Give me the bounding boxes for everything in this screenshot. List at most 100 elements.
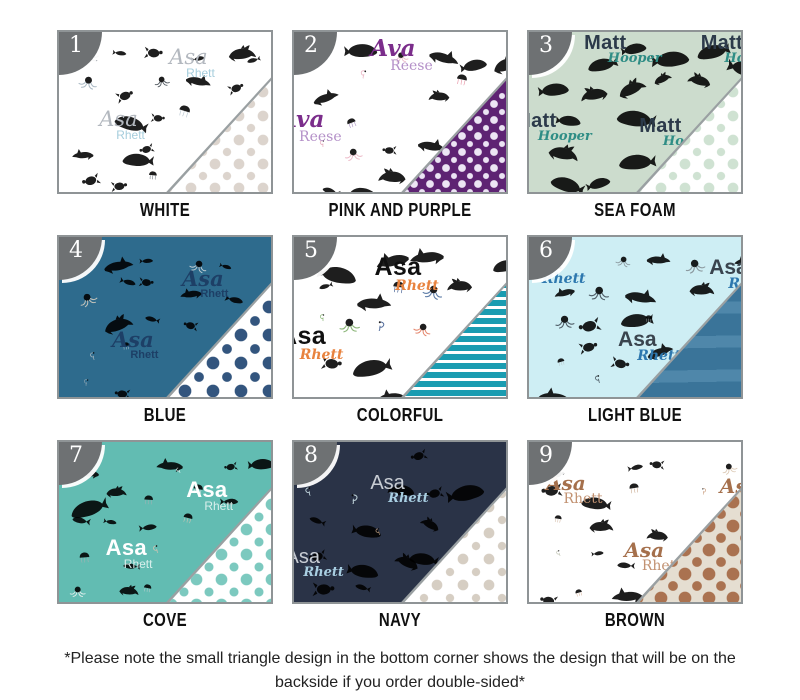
- fish-icon: [138, 255, 154, 265]
- first-name-text: Asa: [294, 545, 320, 568]
- shark-icon: [102, 253, 136, 277]
- design-swatch-image[interactable]: Asa Rhett Asa Rhett 4: [57, 235, 273, 399]
- dolphin-icon: [417, 514, 443, 535]
- turtle-icon: [225, 79, 248, 97]
- second-name-text: Rhett: [123, 556, 153, 571]
- double-sided-note: *Please note the small triangle design i…: [64, 650, 736, 691]
- fish-icon: [589, 548, 604, 559]
- first-name-text: Asa: [186, 477, 228, 503]
- shark-icon: [622, 284, 660, 312]
- option-number: 7: [69, 443, 83, 468]
- first-name-text: Asa: [719, 474, 741, 499]
- first-name-text: Asa: [618, 327, 657, 351]
- octopus-icon: [77, 74, 101, 90]
- second-name-text: Rhett: [200, 287, 229, 300]
- first-name-text: Ava: [370, 35, 416, 63]
- octopus-icon: [342, 146, 366, 163]
- option-number: 6: [539, 238, 553, 263]
- second-name-text: Reese: [390, 58, 433, 75]
- first-name-text: Matt: [700, 32, 741, 54]
- jellyfish-icon: [141, 583, 155, 593]
- design-swatch-image[interactable]: AvaReeseAvaReese 2: [292, 30, 508, 194]
- dolphin-icon: [588, 516, 617, 537]
- whale-icon: [345, 557, 382, 584]
- turtle-icon: [149, 113, 167, 125]
- second-name-text: Rhett: [186, 65, 215, 80]
- jellyfish-icon: [572, 587, 585, 597]
- design-option: AsaRhettAsaRhettAsaRhett 9 BROWN: [527, 440, 743, 631]
- design-label: COVE: [142, 609, 188, 632]
- turtle-icon: [110, 179, 131, 192]
- turtle-icon: [77, 171, 102, 191]
- whale-icon: [489, 253, 506, 278]
- octopus-icon: [67, 586, 87, 599]
- turtle-icon: [135, 141, 156, 157]
- jellyfish-icon: [179, 511, 197, 524]
- first-name-text: Asa: [181, 266, 224, 291]
- turtle-icon: [647, 459, 666, 472]
- dolphin-icon: [652, 69, 675, 87]
- turtle-icon: [221, 460, 239, 473]
- design-swatch-image[interactable]: Asa Rhett Asa Rhett 7: [57, 440, 273, 604]
- design-swatch-image[interactable]: Asa Rhett Asa Rhett 1: [57, 30, 273, 194]
- design-option: Asa Rhett Asa Rhett 7 COVE: [57, 440, 273, 632]
- shark-icon: [645, 251, 672, 269]
- jellyfish-icon: [343, 116, 361, 130]
- design-label: NAVY: [378, 609, 422, 632]
- first-name-text: Asa: [294, 322, 326, 350]
- design-swatch-image[interactable]: AsaRhettAsaRhettAsaRhett 6: [527, 235, 743, 399]
- whale-icon: [348, 350, 395, 385]
- jellyfish-icon: [76, 551, 94, 563]
- option-number: 9: [539, 443, 553, 468]
- design-option: Asa Rhett Asa Rhett 4 BLUE: [57, 235, 273, 426]
- seahorse-icon: [302, 486, 317, 497]
- option-number: 8: [304, 443, 318, 468]
- fish-icon: [70, 513, 93, 530]
- fish-icon: [117, 274, 139, 291]
- jellyfish-icon: [141, 494, 157, 504]
- design-swatch-image[interactable]: MattHooperMattHooperMattHooperMattHooper…: [527, 30, 743, 194]
- shark-icon: [536, 384, 575, 397]
- design-swatch-image[interactable]: AsaRhettAsaRhettAsaRhett 9: [527, 440, 743, 604]
- fish-icon: [320, 182, 344, 192]
- octopus-icon: [337, 318, 362, 334]
- turtle-icon: [406, 447, 429, 465]
- option-number: 4: [69, 238, 83, 263]
- whale-icon: [121, 148, 156, 171]
- fish-icon: [306, 512, 329, 530]
- jellyfish-icon: [552, 514, 565, 523]
- first-name-text: Matt: [584, 32, 627, 54]
- fish-icon: [110, 47, 128, 59]
- turtle-icon: [573, 314, 604, 337]
- jellyfish-icon: [452, 72, 472, 86]
- second-name-text: Hooper: [607, 50, 662, 66]
- turtle-icon: [577, 338, 602, 357]
- turtle-icon: [180, 319, 200, 333]
- option-number: 5: [304, 238, 318, 263]
- turtle-icon: [536, 593, 559, 602]
- seahorse-icon: [86, 352, 99, 361]
- first-name-text: Ava: [294, 105, 325, 133]
- design-option: Asa Rhett Asa Rhett 1 WHITE: [57, 30, 273, 221]
- seahorse-icon: [149, 543, 164, 554]
- design-option: MattHooperMattHooperMattHooperMattHooper…: [527, 30, 743, 221]
- fish-icon: [625, 460, 645, 475]
